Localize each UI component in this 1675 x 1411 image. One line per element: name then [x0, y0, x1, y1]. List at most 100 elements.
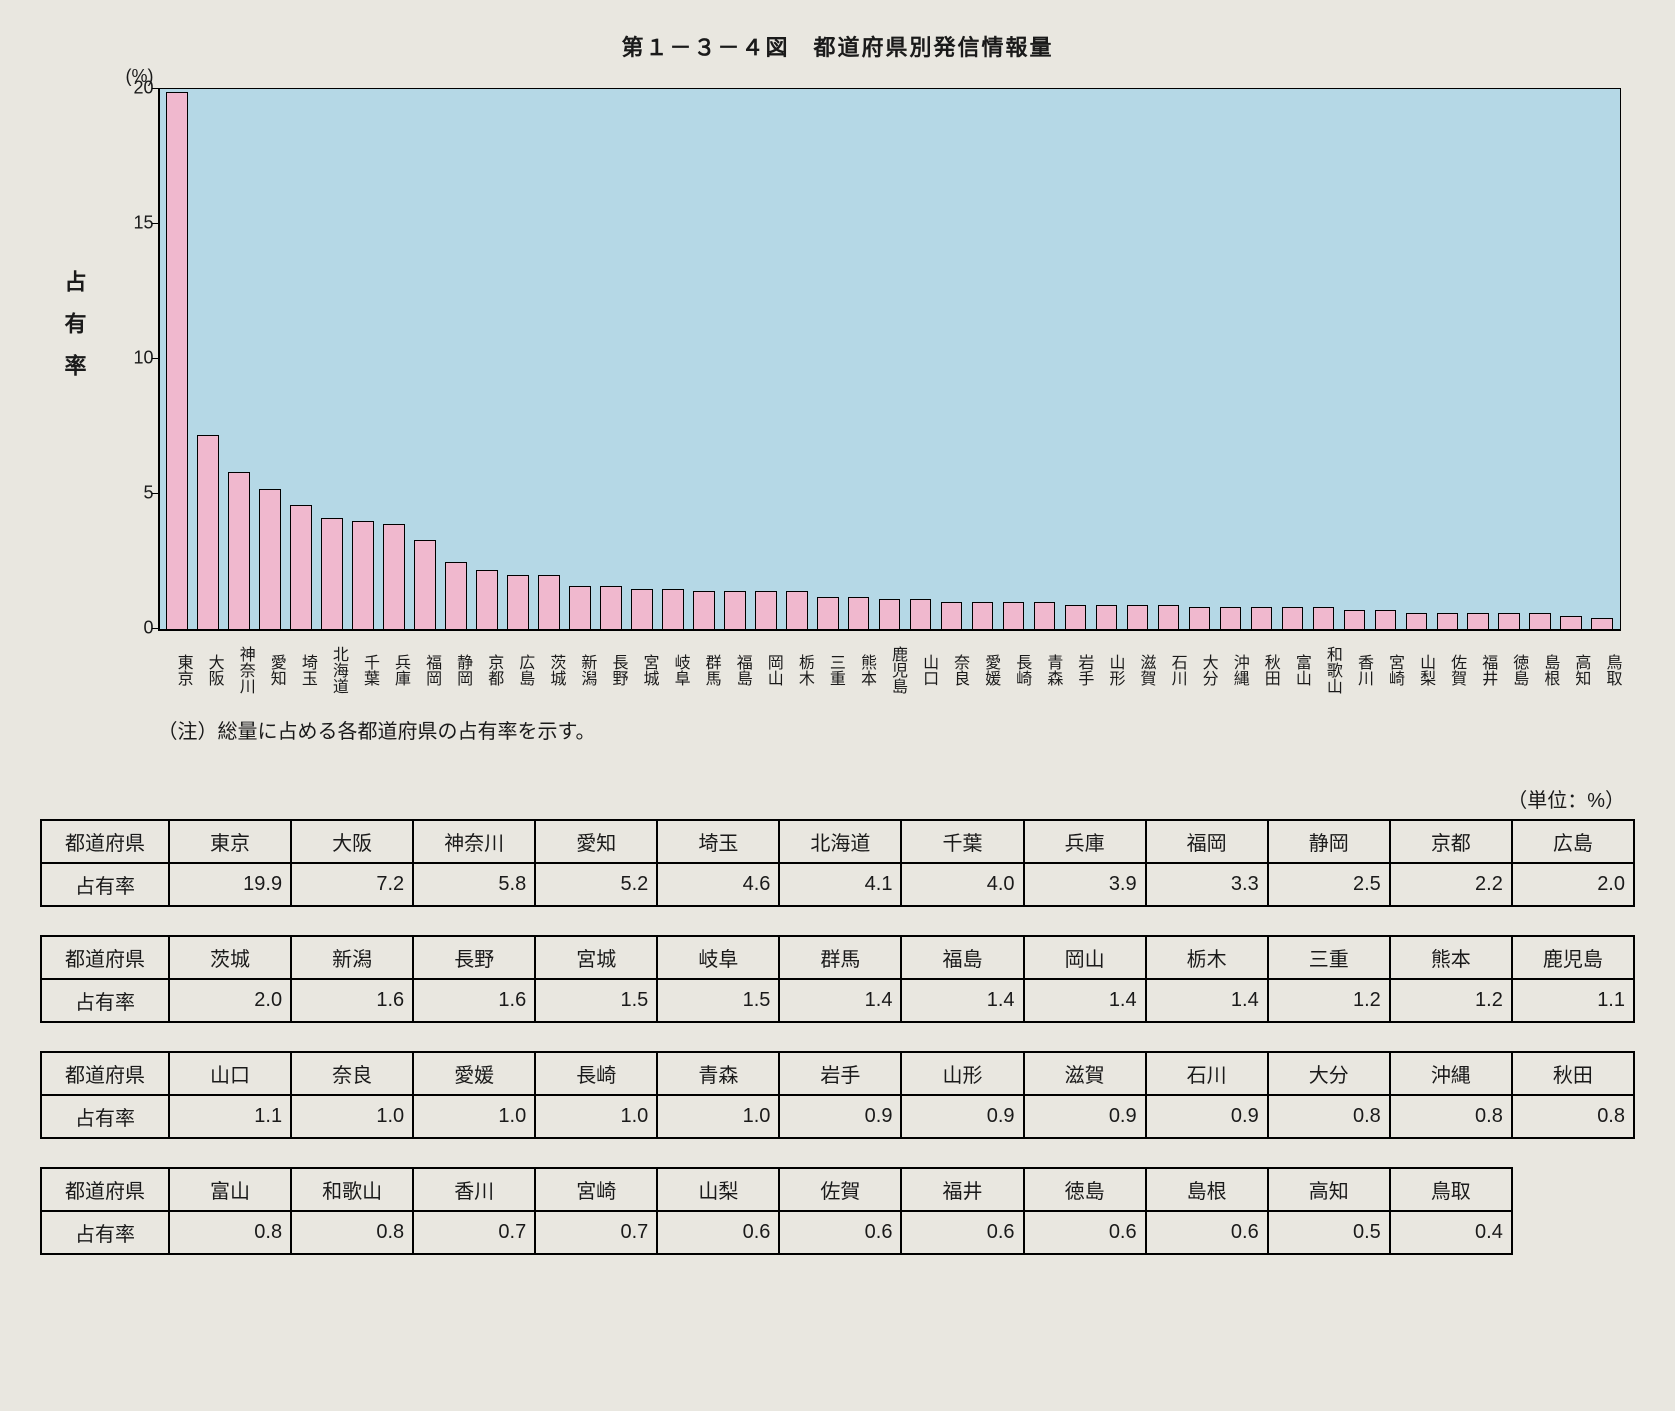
value-cell: 0.9	[1024, 1095, 1146, 1138]
bar	[1189, 607, 1211, 629]
bar-slot	[1525, 89, 1556, 629]
value-cell: 4.1	[779, 863, 901, 906]
bar	[724, 591, 746, 629]
pref-cell: 茨城	[169, 936, 291, 979]
bar-slot	[1370, 89, 1401, 629]
bar	[1406, 613, 1428, 629]
value-cell: 1.0	[413, 1095, 535, 1138]
bar	[1065, 605, 1087, 629]
bar	[414, 540, 436, 629]
x-tick-label: 青森	[1029, 631, 1060, 705]
bar-slot	[812, 89, 843, 629]
bar	[755, 591, 777, 629]
value-cell: 4.0	[901, 863, 1023, 906]
value-cell: 1.0	[291, 1095, 413, 1138]
value-cell: 0.8	[1268, 1095, 1390, 1138]
bar-slot	[626, 89, 657, 629]
bar-slot	[657, 89, 688, 629]
pref-cell: 奈良	[291, 1052, 413, 1095]
bar-slot	[347, 89, 378, 629]
x-tick-label: 香川	[1340, 631, 1371, 705]
pref-cell: 福岡	[1146, 820, 1268, 863]
pref-cell: 山形	[901, 1052, 1023, 1095]
x-tick-label: 高知	[1557, 631, 1588, 705]
value-cell: 2.5	[1268, 863, 1390, 906]
pref-cell: 宮崎	[535, 1168, 657, 1211]
value-cell: 1.4	[779, 979, 901, 1022]
x-tick-label: 奈良	[936, 631, 967, 705]
x-tick-label: 愛媛	[967, 631, 998, 705]
value-cell: 1.6	[291, 979, 413, 1022]
chart-note: （注）総量に占める各都道府県の占有率を示す。	[158, 715, 1618, 744]
bar-slot	[223, 89, 254, 629]
x-tick-label: 京都	[470, 631, 501, 705]
bar	[352, 521, 374, 629]
value-cell: 4.6	[657, 863, 779, 906]
row-header-pref: 都道府県	[41, 936, 169, 979]
x-tick-label: 石川	[1154, 631, 1185, 705]
value-cell: 0.7	[413, 1211, 535, 1254]
bar	[1096, 605, 1118, 629]
pref-cell: 香川	[413, 1168, 535, 1211]
chart-title: 第１－３－４図 都道府県別発信情報量	[40, 30, 1635, 62]
x-tick-label: 長野	[594, 631, 625, 705]
value-cell: 0.9	[1146, 1095, 1268, 1138]
pref-cell: 愛知	[535, 820, 657, 863]
value-cell: 2.2	[1390, 863, 1512, 906]
bar-slot	[1277, 89, 1308, 629]
pref-cell: 山口	[169, 1052, 291, 1095]
value-cell: 1.5	[535, 979, 657, 1022]
bar	[538, 575, 560, 629]
bar	[941, 602, 963, 629]
value-cell: 2.0	[1512, 863, 1634, 906]
pref-cell: 福井	[901, 1168, 1023, 1211]
x-tick-label: 大阪	[191, 631, 222, 705]
bar	[1437, 613, 1459, 629]
bar	[1344, 610, 1366, 629]
bar	[1313, 607, 1335, 629]
bar	[383, 524, 405, 629]
pref-cell: 大分	[1268, 1052, 1390, 1095]
bar	[848, 597, 870, 629]
data-table: 都道府県茨城新潟長野宮城岐阜群馬福島岡山栃木三重熊本鹿児島占有率2.01.61.…	[40, 935, 1635, 1023]
x-tick-label: 滋賀	[1122, 631, 1153, 705]
bar	[1591, 618, 1613, 629]
data-table: 都道府県山口奈良愛媛長崎青森岩手山形滋賀石川大分沖縄秋田占有率1.11.01.0…	[40, 1051, 1635, 1139]
bar-slot	[192, 89, 223, 629]
bar	[1127, 605, 1149, 629]
pref-cell: 栃木	[1146, 936, 1268, 979]
value-cell: 7.2	[291, 863, 413, 906]
bar-slot	[1215, 89, 1246, 629]
x-tick-label: 群馬	[688, 631, 719, 705]
bar-slot	[1494, 89, 1525, 629]
value-cell: 0.9	[779, 1095, 901, 1138]
pref-cell: 千葉	[901, 820, 1023, 863]
pref-cell: 長野	[413, 936, 535, 979]
bar-slot	[1184, 89, 1215, 629]
bar	[228, 472, 250, 629]
blank-cell	[1512, 1211, 1634, 1254]
bar-slot	[1556, 89, 1587, 629]
bar	[1560, 616, 1582, 630]
bar-slot	[533, 89, 564, 629]
x-tick-label: 岩手	[1060, 631, 1091, 705]
bar	[166, 92, 188, 629]
x-tick-label: 北海道	[315, 631, 346, 705]
y-axis-title: 占有率	[58, 270, 90, 396]
bar-slot	[595, 89, 626, 629]
bar	[879, 599, 901, 629]
value-cell: 0.6	[657, 1211, 779, 1254]
chart-container: (%) 占有率 05101520 東京大阪神奈川愛知埼玉北海道千葉兵庫福岡静岡京…	[58, 70, 1618, 744]
x-tick-label: 山梨	[1402, 631, 1433, 705]
value-cell: 0.6	[779, 1211, 901, 1254]
value-cell: 1.0	[535, 1095, 657, 1138]
data-table: 都道府県富山和歌山香川宮崎山梨佐賀福井徳島島根高知鳥取占有率0.80.80.70…	[40, 1167, 1635, 1255]
x-tick-label: 福島	[719, 631, 750, 705]
pref-cell: 静岡	[1268, 820, 1390, 863]
pref-cell: 岩手	[779, 1052, 901, 1095]
pref-cell: 三重	[1268, 936, 1390, 979]
bar-slot	[1463, 89, 1494, 629]
row-header-value: 占有率	[41, 1095, 169, 1138]
row-header-pref: 都道府県	[41, 820, 169, 863]
pref-cell: 宮城	[535, 936, 657, 979]
